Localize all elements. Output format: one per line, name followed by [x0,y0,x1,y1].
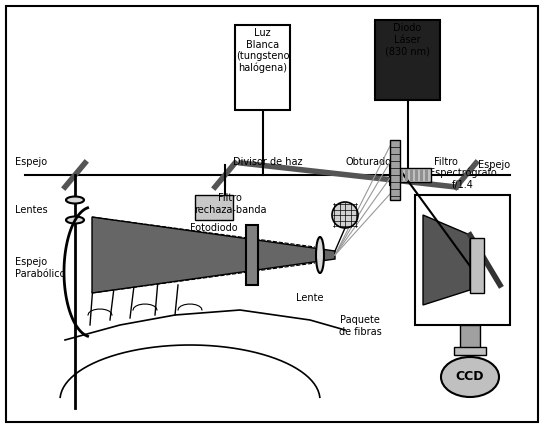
Bar [398,168,431,182]
Bar [415,169,418,181]
Bar [246,225,258,285]
Bar [420,169,423,181]
Text: CCD: CCD [456,371,484,383]
Ellipse shape [66,196,84,203]
Text: Diodo
Láser
(830 nm): Diodo Láser (830 nm) [385,23,430,56]
Bar [425,169,428,181]
Polygon shape [423,215,470,305]
Text: Espejo: Espejo [478,160,510,170]
Text: Espejo
Parabólico: Espejo Parabólico [15,257,65,279]
Text: Divisor de haz: Divisor de haz [233,157,302,167]
Text: Obturador: Obturador [345,157,395,167]
Ellipse shape [332,202,358,228]
Bar [470,238,484,293]
Bar [405,169,408,181]
Ellipse shape [66,217,84,223]
Text: Luz
Blanca
(tungsteno
halógena): Luz Blanca (tungsteno halógena) [236,28,289,73]
Bar [454,347,486,355]
Polygon shape [92,217,335,293]
Bar [400,169,403,181]
Text: Espectrógrafo
f/1.4: Espectrógrafo f/1.4 [429,168,496,190]
Bar [390,140,400,200]
Bar [375,20,440,100]
Ellipse shape [316,237,324,273]
Text: Lentes: Lentes [15,205,48,215]
Text: Fotodiodo: Fotodiodo [190,223,238,233]
Text: Lente: Lente [296,293,324,303]
Text: Filtro
rechaza-banda: Filtro rechaza-banda [194,193,266,215]
Text: Filtro: Filtro [434,157,458,167]
Bar [410,169,413,181]
Bar [460,325,480,355]
Ellipse shape [441,357,499,397]
Bar [195,195,233,220]
Bar [235,25,290,110]
Text: Paquete
de fibras: Paquete de fibras [338,315,381,336]
Text: Espejo: Espejo [15,157,47,167]
Bar [415,195,510,325]
